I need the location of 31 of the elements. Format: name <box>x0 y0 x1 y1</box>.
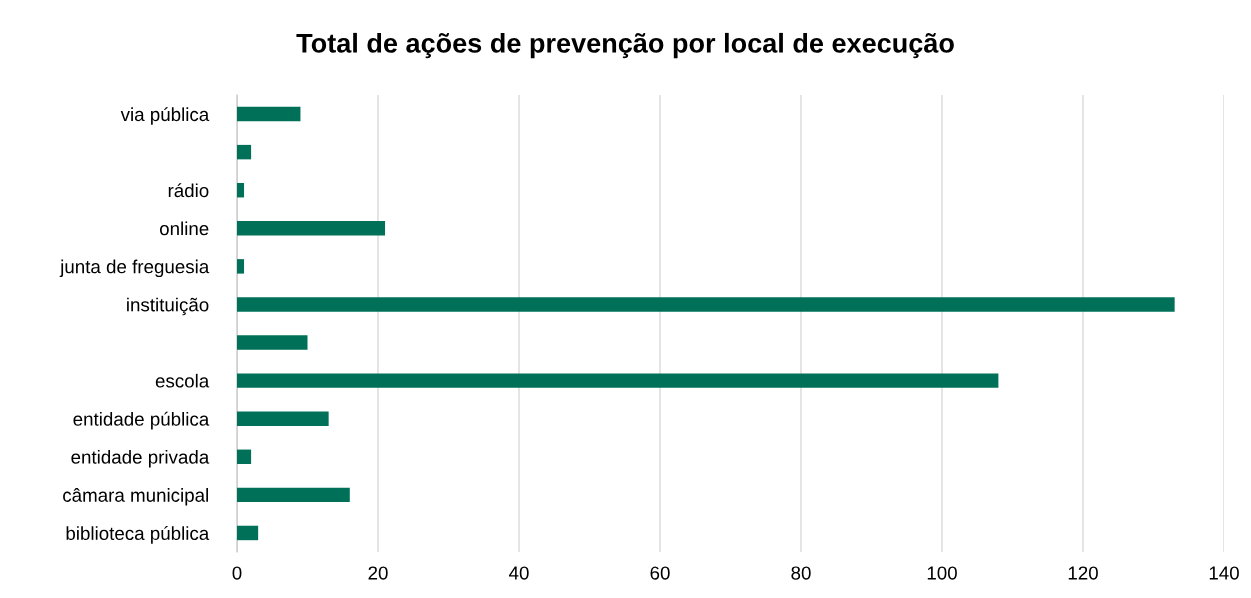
y-tick-label: online <box>159 221 209 236</box>
bar <box>237 106 301 122</box>
x-tick-label: 0 <box>232 566 242 580</box>
x-tick-label: 80 <box>791 566 811 580</box>
x-tick-label: 20 <box>368 566 388 580</box>
chart-title: Total de ações de prevenção por local de execução <box>296 32 954 59</box>
x-tick-label: 120 <box>1068 566 1098 580</box>
bar <box>237 144 252 160</box>
y-tick-label: via pública <box>120 107 210 125</box>
y-tick-label: biblioteca pública <box>66 526 210 544</box>
x-tick-label: 140 <box>1209 566 1239 580</box>
y-tick-label: instituição <box>127 297 209 316</box>
bar <box>237 525 259 541</box>
bar <box>237 373 999 388</box>
bar <box>237 335 308 350</box>
bar <box>237 297 1175 312</box>
y-tick-label: entidade pública <box>73 411 210 430</box>
x-tick-label: 40 <box>509 566 529 580</box>
y-tick-label: junta de freguesia <box>59 259 210 278</box>
bar <box>237 221 386 236</box>
bar <box>237 259 245 274</box>
bar <box>237 449 252 465</box>
bar <box>237 411 329 426</box>
bar <box>237 182 245 198</box>
y-tick-label: escola <box>155 373 210 388</box>
y-tick-label: entidade privada <box>71 450 210 468</box>
x-tick-label: 100 <box>927 566 957 580</box>
x-tick-label: 60 <box>650 566 670 580</box>
y-tick-label: rádio <box>168 183 209 198</box>
y-tick-label: câmara municipal <box>63 488 208 506</box>
bar <box>237 487 350 503</box>
